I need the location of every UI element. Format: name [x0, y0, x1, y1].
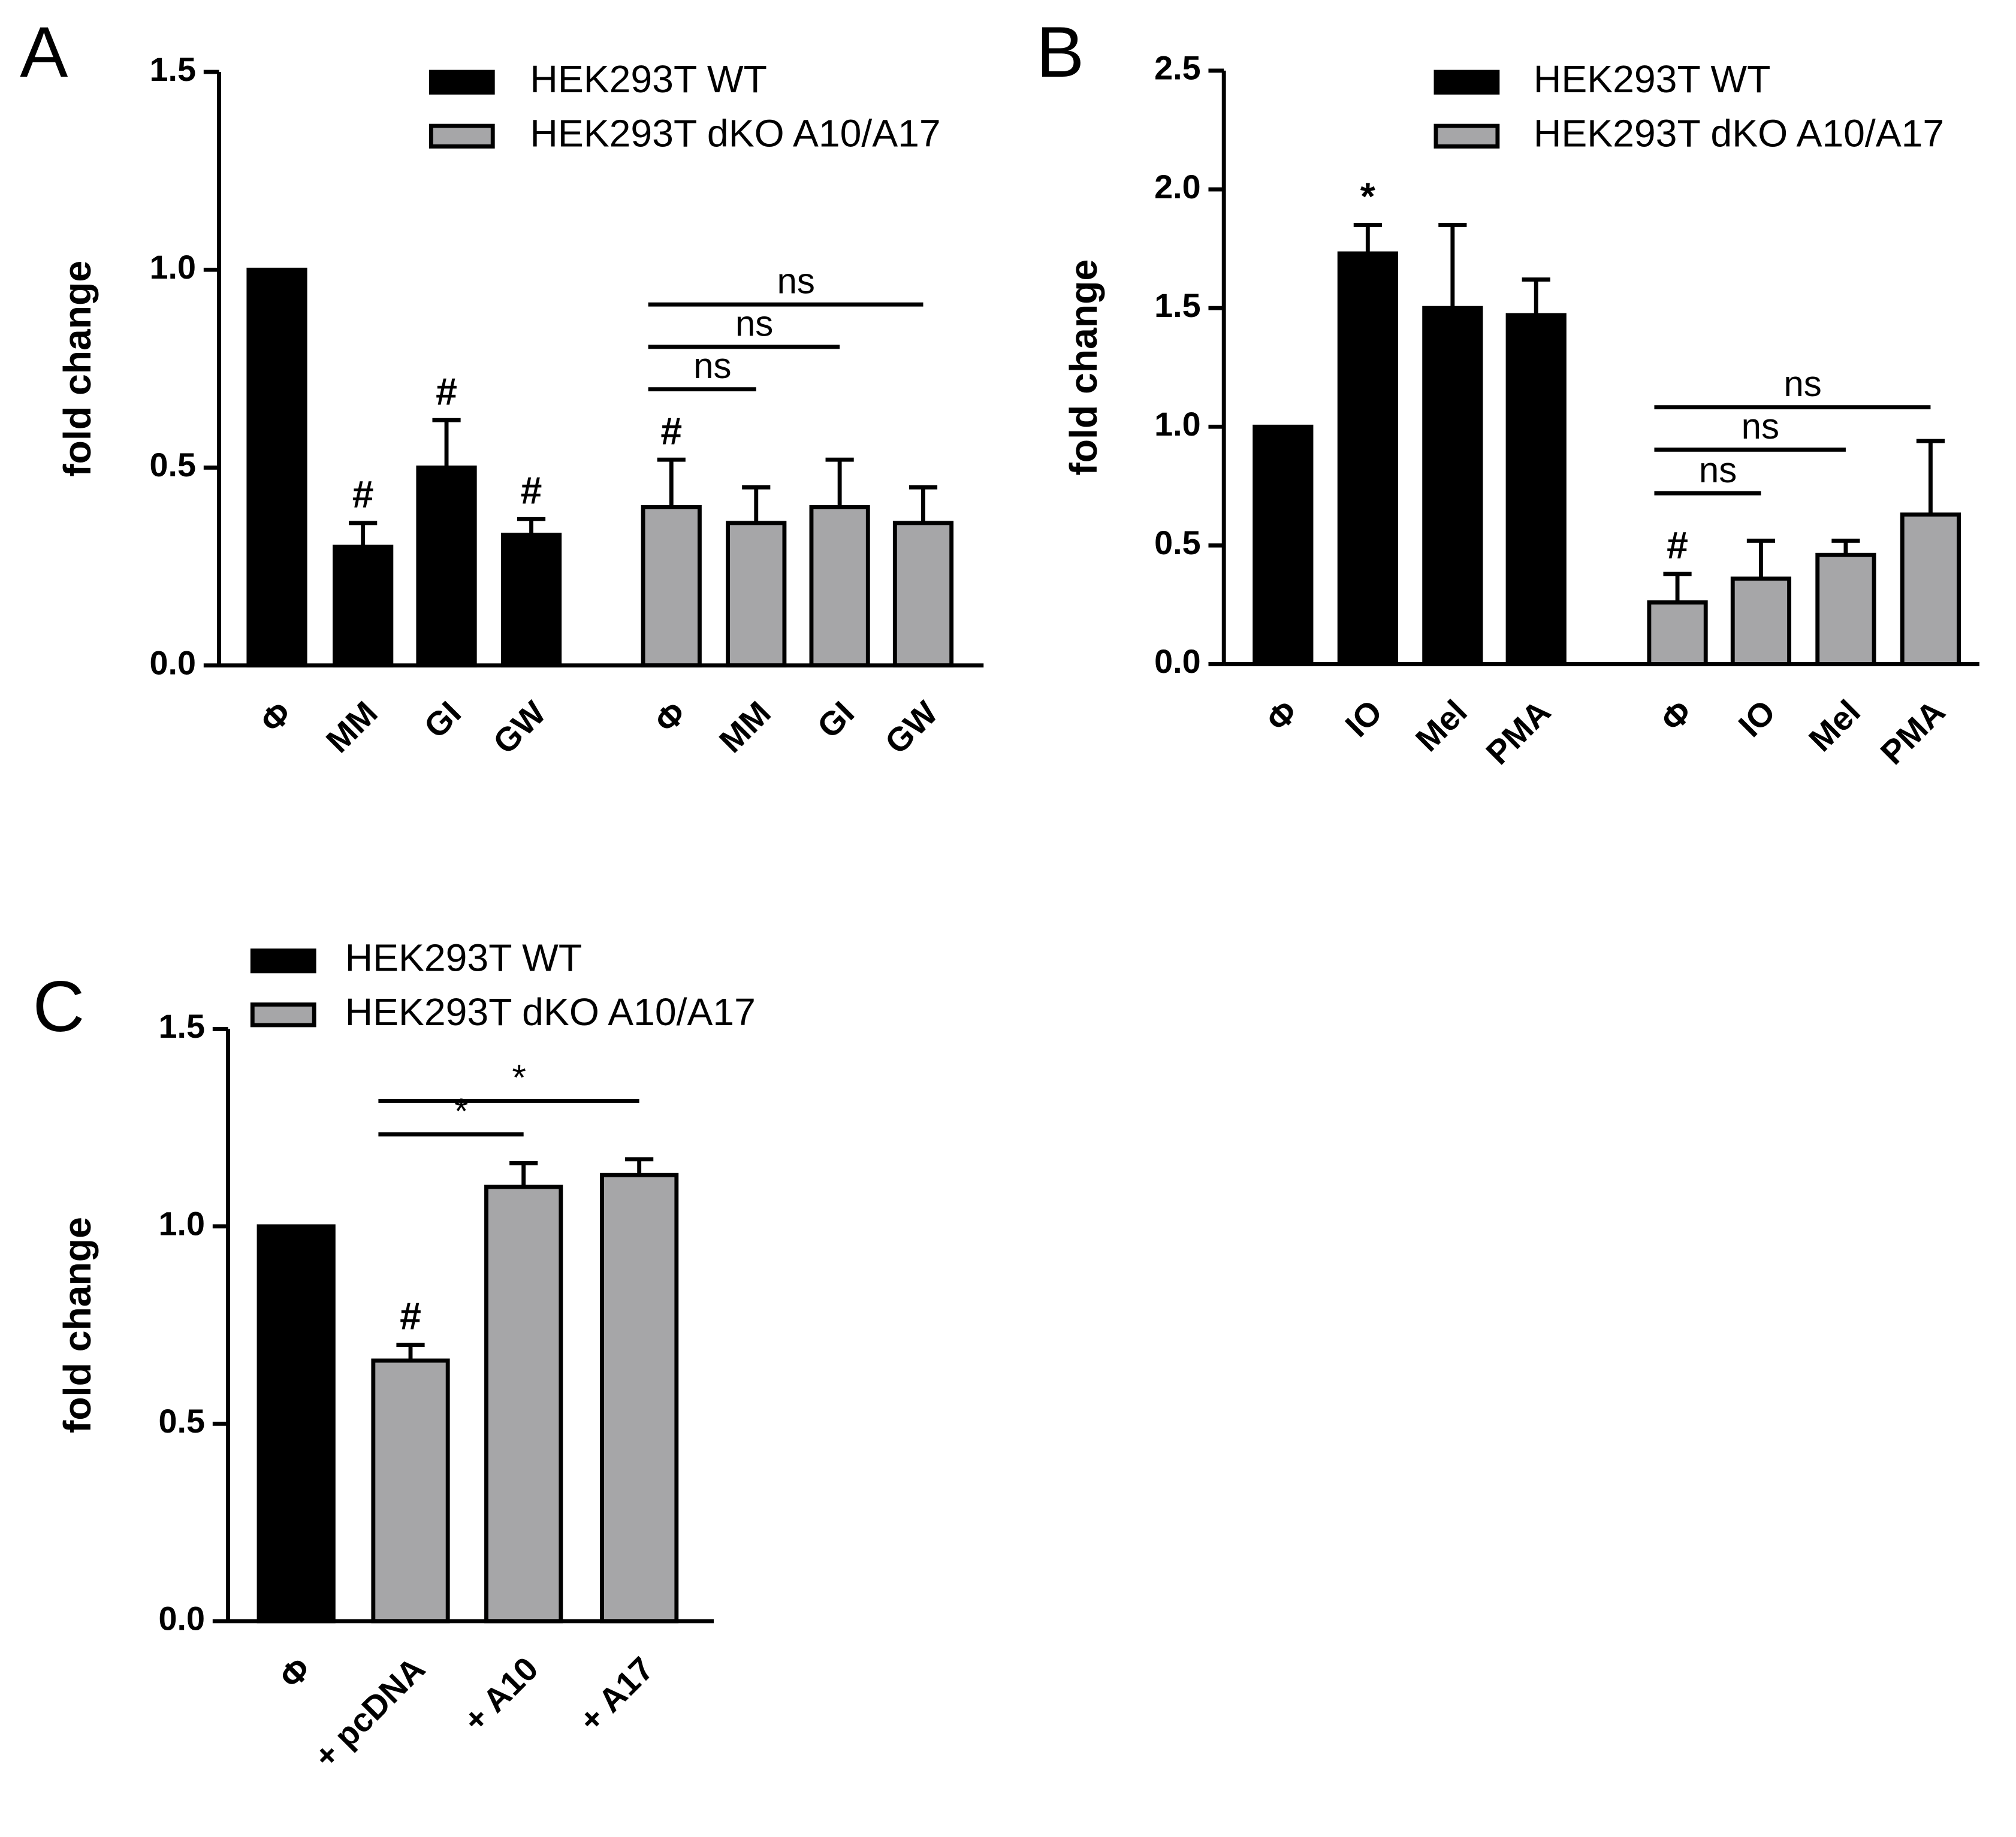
y-tick-label: 1.0	[158, 1205, 204, 1243]
comparison-label: ns	[777, 261, 815, 301]
y-tick-label: 1.0	[149, 249, 195, 286]
x-tick-label: Mel	[1801, 693, 1867, 759]
legend-swatch	[1433, 70, 1500, 95]
comparison-label: *	[454, 1091, 468, 1131]
x-tick-label: Φ	[272, 1650, 318, 1696]
legend-label: HEK293T WT	[345, 936, 583, 980]
legend-swatch	[1433, 123, 1500, 149]
bar	[1730, 576, 1792, 666]
x-tick-label: Φ	[1653, 693, 1699, 738]
x-tick-label: Mel	[1408, 693, 1474, 759]
bar	[246, 267, 307, 668]
x-tick-label: GI	[810, 694, 861, 745]
significance-marker: *	[1360, 175, 1375, 218]
y-tick-label: 0.0	[158, 1600, 204, 1637]
bar	[892, 521, 954, 668]
y-tick-label: 2.5	[1154, 50, 1200, 87]
bar	[1337, 251, 1398, 666]
x-tick-label: + A10	[456, 1650, 545, 1739]
y-tick-label: 0.5	[158, 1403, 204, 1440]
bar	[484, 1185, 563, 1624]
significance-marker: #	[400, 1295, 421, 1338]
comparison-label: ns	[1699, 450, 1737, 490]
x-tick-label: MM	[319, 694, 385, 760]
comparison-label: *	[512, 1058, 526, 1098]
comparison-label: ns	[1783, 364, 1821, 404]
bar	[1253, 424, 1314, 666]
legend-label: HEK293T WT	[530, 58, 767, 101]
x-tick-label: PMA	[1873, 693, 1952, 771]
x-tick-label: MM	[712, 694, 778, 760]
legend-label: HEK293T dKO A10/A17	[530, 111, 940, 155]
significance-marker: #	[436, 370, 457, 413]
bar	[726, 521, 787, 668]
bar	[256, 1224, 336, 1624]
x-tick-label: PMA	[1479, 693, 1558, 771]
panel-label: A	[20, 12, 68, 92]
x-tick-label: GW	[878, 694, 945, 761]
legend-label: HEK293T dKO A10/A17	[1534, 111, 1944, 155]
comparison-label: ns	[693, 346, 731, 386]
bar	[1647, 600, 1708, 666]
x-tick-label: IO	[1338, 693, 1389, 744]
x-tick-label: Φ	[1259, 693, 1305, 738]
bar	[416, 466, 477, 668]
bar	[1422, 306, 1483, 666]
y-axis-label: fold change	[56, 261, 99, 477]
x-tick-label: + A17	[572, 1650, 661, 1739]
significance-marker: #	[660, 409, 682, 452]
x-tick-label: + pcDNA	[307, 1650, 432, 1775]
panel-label: B	[1036, 12, 1084, 92]
legend-label: HEK293T dKO A10/A17	[345, 990, 756, 1034]
legend-label: HEK293T WT	[1534, 58, 1771, 101]
x-tick-label: IO	[1731, 693, 1782, 744]
y-tick-label: 0.5	[1154, 524, 1200, 561]
panel-label: C	[33, 966, 85, 1047]
bar	[641, 505, 702, 668]
significance-marker: #	[521, 469, 542, 512]
comparison-label: ns	[1742, 406, 1779, 446]
y-tick-label: 0.5	[149, 446, 195, 484]
y-tick-label: 0.0	[149, 644, 195, 681]
y-tick-label: 1.5	[1154, 287, 1200, 324]
bar	[600, 1173, 679, 1624]
significance-marker: #	[1667, 524, 1688, 567]
significance-marker: #	[352, 473, 374, 516]
y-tick-label: 1.5	[158, 1008, 204, 1045]
legend-swatch	[428, 70, 495, 95]
y-axis-label: fold change	[56, 1217, 99, 1433]
legend-swatch	[250, 948, 316, 974]
bar	[1815, 552, 1876, 666]
bar	[500, 533, 562, 668]
y-tick-label: 0.0	[1154, 643, 1200, 680]
y-tick-label: 2.0	[1154, 168, 1200, 206]
comparison-label: ns	[735, 303, 773, 343]
x-tick-label: GW	[486, 694, 553, 761]
bar	[1505, 313, 1567, 666]
y-axis-label: fold change	[1062, 259, 1105, 476]
x-tick-label: Φ	[647, 694, 693, 740]
y-tick-label: 1.5	[149, 51, 195, 88]
legend-swatch	[250, 1002, 316, 1028]
y-tick-label: 1.0	[1154, 406, 1200, 443]
legend-swatch	[428, 123, 495, 149]
bar	[1900, 512, 1961, 666]
bar	[371, 1358, 450, 1624]
bar	[333, 545, 394, 668]
x-tick-label: GI	[417, 694, 468, 745]
bar	[809, 505, 870, 668]
x-tick-label: Φ	[253, 694, 298, 740]
